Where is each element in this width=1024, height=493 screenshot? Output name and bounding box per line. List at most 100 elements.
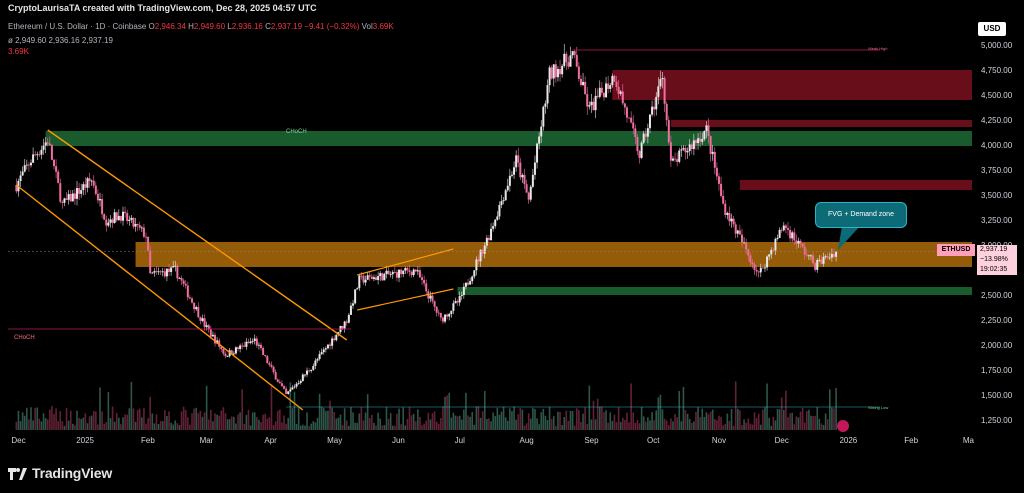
volume-bar — [818, 418, 821, 430]
volume-bar — [76, 410, 78, 430]
candle — [477, 259, 480, 262]
candle — [577, 66, 580, 79]
volume-bar — [720, 417, 722, 430]
candle — [136, 224, 139, 226]
volume-bar — [559, 411, 561, 430]
volume-bar — [442, 406, 444, 430]
volume-bar — [352, 412, 354, 430]
y-tick-label: 2,250.00 — [981, 316, 1013, 325]
volume-bar — [224, 413, 227, 430]
volume-bar — [787, 417, 789, 430]
candle — [92, 180, 95, 186]
candle — [431, 295, 434, 302]
volume-bar — [385, 407, 388, 430]
candle — [563, 53, 566, 66]
volume-bar — [69, 410, 72, 430]
volume-bar — [502, 406, 505, 430]
zone-demand — [457, 287, 972, 295]
volume-bar — [628, 422, 630, 430]
candle — [728, 213, 731, 222]
volume-bar — [563, 417, 566, 430]
zones-layer — [45, 70, 973, 295]
candle — [678, 150, 681, 162]
volume-bar — [350, 407, 352, 430]
candle — [642, 133, 645, 143]
candle — [634, 128, 637, 138]
candle — [402, 270, 405, 275]
candle — [38, 154, 41, 156]
volume-bar — [15, 421, 18, 430]
volume-bar — [519, 407, 522, 430]
volume-bar — [285, 423, 287, 430]
volume-bar — [521, 409, 524, 430]
currency-button[interactable]: USD — [978, 22, 1006, 36]
volume-bar — [172, 424, 174, 430]
candle — [105, 219, 108, 226]
tradingview-logo[interactable]: TradingView — [8, 465, 112, 481]
candle — [356, 288, 359, 290]
candle — [504, 190, 507, 201]
candle — [364, 279, 367, 283]
candle — [452, 303, 455, 311]
candle — [84, 184, 87, 188]
volume-bar — [665, 420, 668, 430]
zone-orange — [135, 242, 972, 267]
y-tick-label: 3,250.00 — [981, 216, 1013, 225]
candle — [605, 83, 608, 98]
volume-bar — [793, 424, 796, 430]
volume-bar — [808, 409, 810, 430]
candle — [517, 155, 520, 163]
volume-bar — [575, 408, 578, 430]
candle — [525, 184, 528, 193]
candle — [241, 345, 244, 347]
volume-bar — [417, 409, 419, 430]
volume-bar — [638, 423, 641, 430]
volume-bar — [739, 410, 741, 430]
callout-pointer — [838, 226, 860, 250]
candle — [333, 338, 336, 341]
volume-bar — [394, 425, 396, 430]
vol-value: 3.69K — [372, 22, 394, 31]
volume-bar — [226, 419, 229, 430]
volume-bar — [61, 421, 64, 430]
candle — [460, 295, 463, 297]
x-tick-label: Feb — [904, 436, 918, 445]
volume-bar — [17, 410, 20, 430]
choch-label-left: CHoCH — [14, 335, 35, 341]
candle — [736, 230, 739, 234]
candle — [362, 275, 365, 283]
candle — [659, 79, 662, 87]
candle — [527, 192, 530, 200]
volume-bar — [753, 412, 756, 430]
candle — [416, 270, 419, 272]
volume-bar — [36, 407, 39, 430]
volume-bar — [653, 420, 655, 430]
tradingview-logo-icon — [8, 467, 28, 480]
candle — [297, 382, 300, 384]
candle — [308, 370, 311, 372]
volume-bar — [379, 418, 382, 430]
candle — [324, 348, 327, 350]
candle — [586, 94, 589, 107]
y-tick-label: 2,500.00 — [981, 291, 1013, 300]
volume-bar — [486, 419, 488, 430]
candle — [55, 166, 58, 172]
candle — [59, 183, 62, 202]
candle — [519, 162, 522, 178]
volume-bar — [381, 425, 384, 430]
candle — [329, 344, 332, 346]
volume-bar — [640, 406, 643, 430]
candle — [147, 236, 150, 251]
volume-bar — [820, 423, 823, 430]
candle — [393, 271, 396, 273]
candle — [582, 81, 585, 86]
volume-bar — [496, 407, 499, 430]
candle — [456, 301, 459, 303]
candle — [640, 142, 643, 158]
y-tick-label: 4,500.00 — [981, 91, 1013, 100]
candle — [753, 264, 756, 270]
volume-bar — [425, 420, 428, 430]
volume-bar — [831, 407, 833, 430]
candle — [475, 259, 478, 271]
